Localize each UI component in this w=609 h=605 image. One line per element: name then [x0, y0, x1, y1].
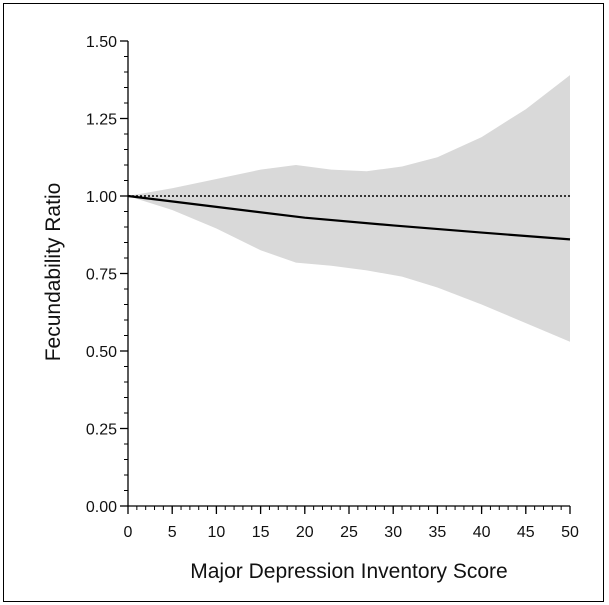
x-tick-label: 5 [168, 524, 177, 541]
confidence-band-layer [128, 75, 570, 342]
y-axis-title: Fecundability Ratio [42, 183, 65, 362]
x-axis-title: Major Depression Inventory Score [190, 560, 507, 583]
x-tick-label: 50 [561, 524, 579, 541]
y-tick-label: 0.25 [86, 422, 117, 439]
y-tick-label: 0.50 [86, 344, 117, 361]
y-tick-label: 1.50 [86, 34, 117, 51]
x-tick-label: 35 [429, 524, 447, 541]
x-tick-label: 30 [384, 524, 402, 541]
y-tick-label: 1.25 [86, 112, 117, 129]
x-tick-label: 20 [296, 524, 314, 541]
y-tick-label: 1.00 [86, 189, 117, 206]
x-tick-label: 15 [252, 524, 270, 541]
y-tick-label: 0.75 [86, 267, 117, 284]
x-tick-label: 40 [473, 524, 491, 541]
x-tick-label: 25 [340, 524, 358, 541]
series-layer [127, 194, 571, 241]
series-line-0 [127, 194, 571, 241]
x-tick-label: 45 [517, 524, 535, 541]
axes-layer: 0.00 0.25 0.50 0.75 1.00 1.25 1.50 0 5 10 15 20 25 30… [86, 34, 579, 541]
confidence-band [128, 75, 570, 342]
x-tick-label: 10 [208, 524, 226, 541]
x-tick-label: 0 [124, 524, 133, 541]
y-tick-label: 0.00 [86, 499, 117, 516]
